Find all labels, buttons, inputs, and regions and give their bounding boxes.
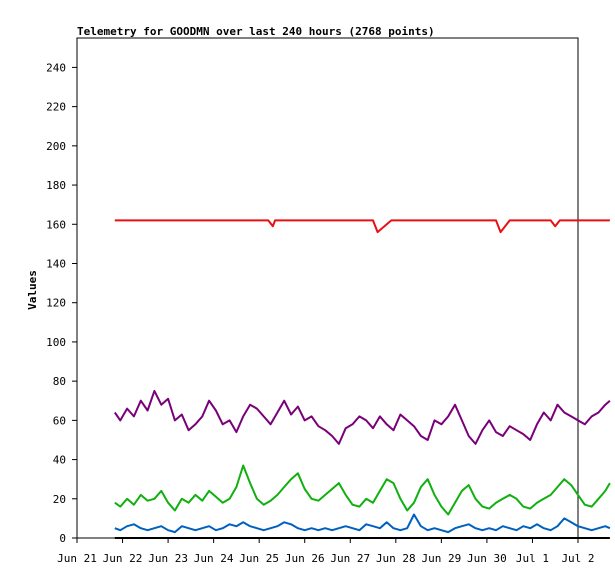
x-tick-label: Jun 22 — [103, 552, 143, 565]
y-tick-label: 0 — [59, 532, 66, 545]
series-line-2 — [114, 464, 611, 516]
y-tick-label: 140 — [46, 257, 66, 270]
x-tick-label: Jun 30 — [467, 552, 507, 565]
y-tick-label: 220 — [46, 101, 66, 114]
y-tick-label: 60 — [53, 414, 66, 427]
x-tick-label: Jun 24 — [194, 552, 234, 565]
y-axis: 0 20 40 60 80 100 120 140 160 180 200 220 240 — [46, 61, 77, 545]
x-axis: Jun 21 Jun 22 Jun 23 Jun 24 Jun 25 Jun 26 Jun … — [57, 538, 595, 565]
series-layer — [113, 219, 611, 539]
x-tick-label: Jun 25 — [239, 552, 279, 565]
plot-frame — [76, 37, 579, 539]
x-tick-label: Jun 28 — [376, 552, 416, 565]
y-tick-label: 40 — [53, 454, 66, 467]
y-tick-label: 160 — [46, 218, 66, 231]
x-tick-label: Jun 26 — [285, 552, 325, 565]
y-tick-label: 100 — [46, 336, 66, 349]
y-tick-label: 200 — [46, 140, 66, 153]
x-tick-label: Jun 29 — [421, 552, 461, 565]
y-tick-label: 180 — [46, 179, 66, 192]
x-tick-label: Jun 27 — [330, 552, 370, 565]
x-tick-label: Jul 1 — [516, 552, 549, 565]
y-tick-label: 20 — [53, 493, 66, 506]
y-axis-label: Values — [26, 270, 39, 310]
chart-title: Telemetry for GOODMN over last 240 hours… — [77, 25, 435, 38]
series-line-1 — [113, 389, 611, 445]
y-tick-label: 120 — [46, 297, 66, 310]
y-tick-label: 80 — [53, 375, 66, 388]
x-tick-label: Jun 21 — [57, 552, 97, 565]
series-line-0 — [114, 219, 610, 234]
y-tick-label: 240 — [46, 61, 66, 74]
x-tick-label: Jul 2 — [561, 552, 594, 565]
series-line-3 — [114, 513, 611, 534]
x-tick-label: Jun 23 — [148, 552, 188, 565]
